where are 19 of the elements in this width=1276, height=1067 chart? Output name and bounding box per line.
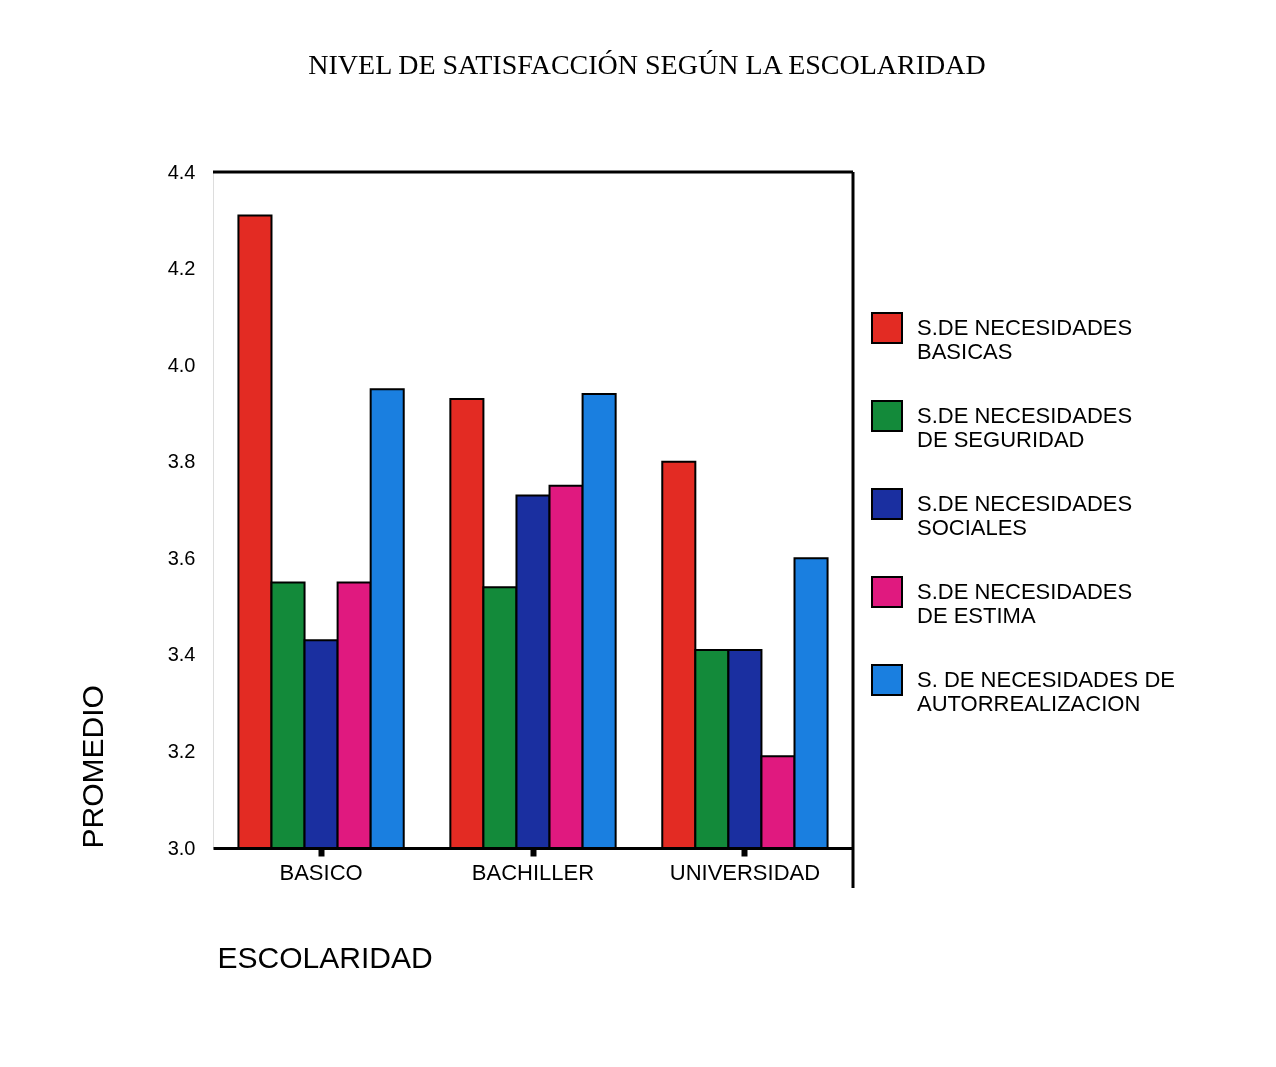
legend-label: S.DE NECESIDADES DE ESTIMA <box>917 579 1133 628</box>
y-tick-label: 3.2 <box>167 739 196 762</box>
legend-label: S.DE NECESIDADES BASICAS <box>917 315 1133 364</box>
y-tick-label: 4.0 <box>167 353 196 376</box>
y-tick-label: 4.2 <box>167 257 196 280</box>
legend-label: S.DE NECESIDADES DE SEGURIDAD <box>917 403 1133 452</box>
y-axis-title: PROMEDIO <box>75 685 109 849</box>
y-tick-label: 3.8 <box>167 450 196 473</box>
y-tick-label: 3.0 <box>167 836 196 859</box>
x-tick-label: BACHILLER <box>471 859 595 885</box>
legend-label: S. DE NECESIDADES DE AUTORREALIZACION <box>917 667 1175 716</box>
chart-title: NIVEL DE SATISFACCIÓN SEGÚN LA ESCOLARIDAD <box>308 49 986 80</box>
x-tick-label: UNIVERSIDAD <box>669 859 821 885</box>
y-tick-label: 3.4 <box>167 643 196 666</box>
x-tick-label: BASICO <box>279 859 363 885</box>
y-tick-label: 4.4 <box>167 160 196 183</box>
legend-label: S.DE NECESIDADES SOCIALES <box>917 491 1133 540</box>
y-tick-label: 3.6 <box>167 546 196 569</box>
x-axis-title: ESCOLARIDAD <box>217 940 433 974</box>
